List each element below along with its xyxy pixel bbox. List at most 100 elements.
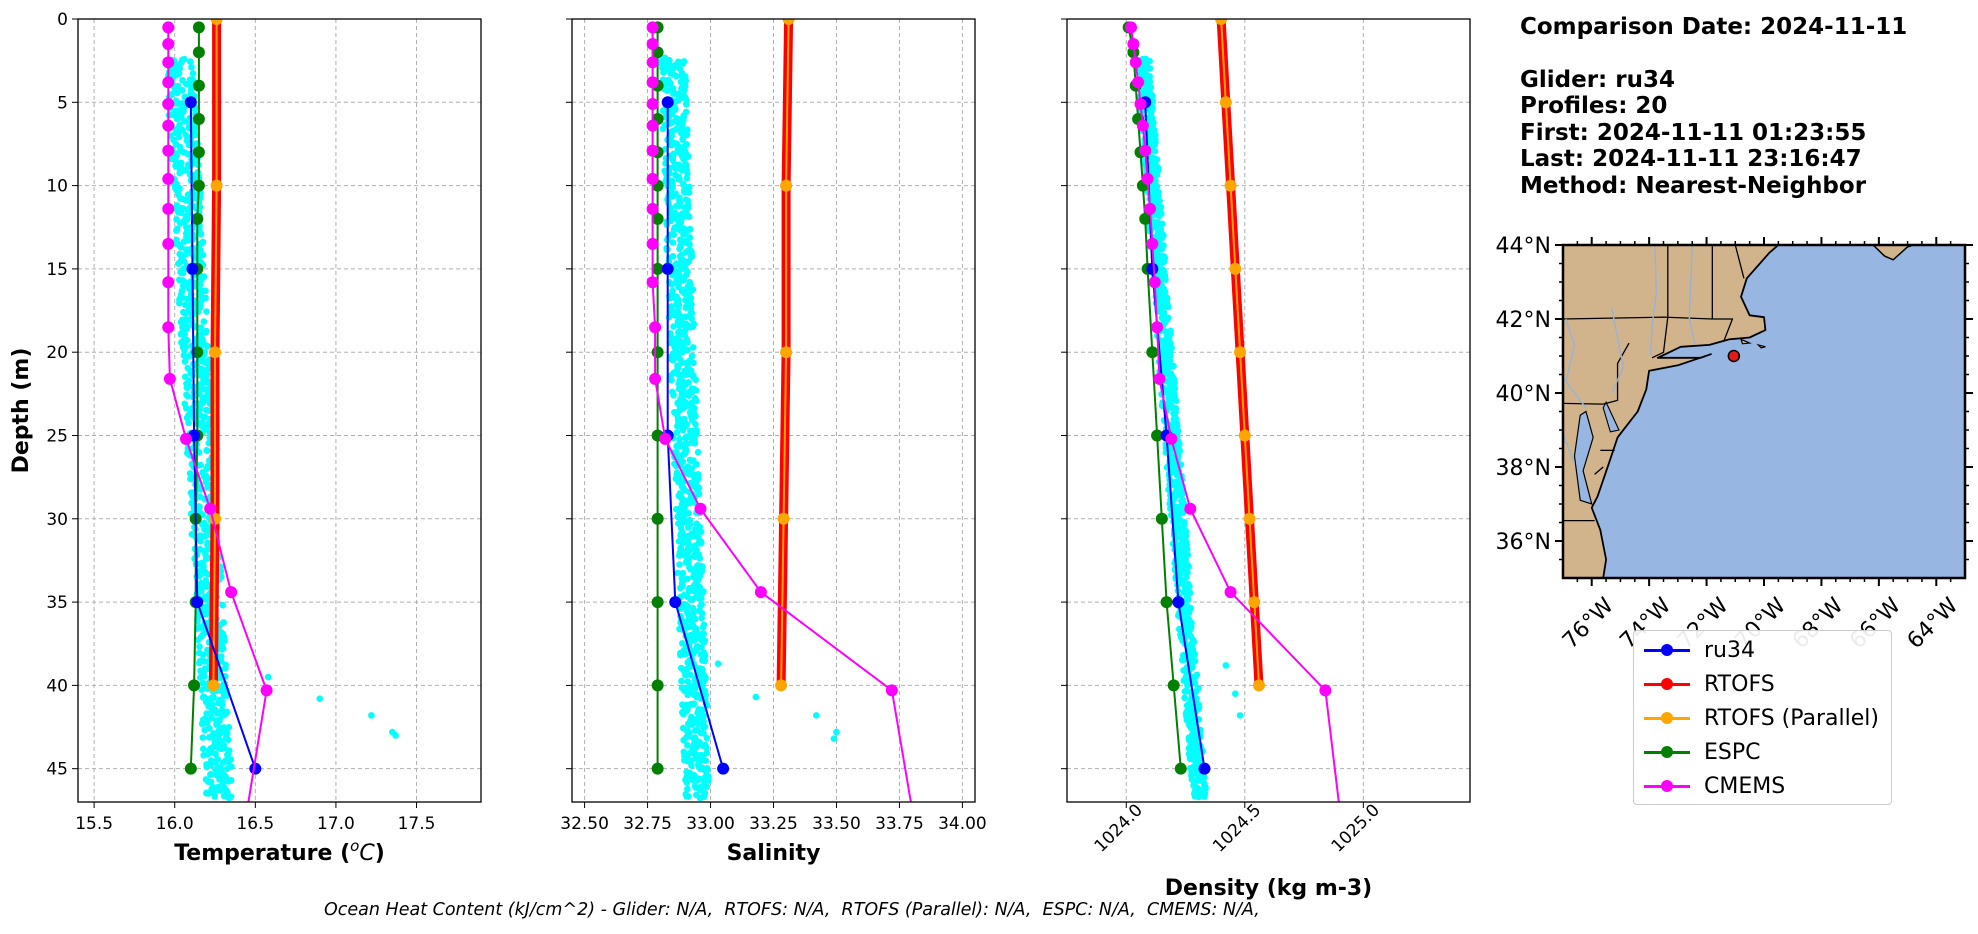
legend-label: ESPC (1704, 739, 1761, 765)
x-tick-label: 17.5 (398, 814, 436, 834)
data-point (649, 372, 662, 385)
data-point (1184, 502, 1197, 515)
scatter-point (1184, 561, 1191, 569)
scatter-point (202, 551, 209, 558)
scatter-point (679, 60, 687, 67)
scatter-point (675, 520, 682, 527)
data-point (646, 56, 659, 69)
data-point (1143, 202, 1156, 215)
scatter-point (690, 545, 698, 553)
scatter-point (182, 309, 189, 317)
scatter-point (670, 231, 678, 239)
scatter-point (697, 751, 705, 759)
scatter-point (196, 532, 204, 539)
data-point (191, 212, 204, 225)
scatter-point (686, 456, 694, 464)
scatter-point (1185, 608, 1193, 616)
legend-entry-espc: ESPC (1642, 737, 1761, 767)
scatter-point (1152, 131, 1159, 139)
chesapeake-bay (1573, 410, 1594, 505)
scatter-point (1185, 700, 1193, 708)
data-point (210, 179, 223, 192)
scatter-point (679, 569, 687, 577)
scatter-point (183, 324, 191, 332)
scatter-point (695, 741, 702, 748)
scatter-point (1164, 364, 1171, 372)
data-point (1243, 512, 1256, 525)
legend-label: RTOFS (Parallel) (1704, 705, 1879, 731)
scatter-point (681, 230, 689, 238)
river (1611, 307, 1625, 394)
data-point (646, 276, 659, 289)
scatter-point (676, 252, 684, 260)
scatter-point (1169, 392, 1177, 400)
data-point (646, 144, 659, 157)
data-point (1134, 97, 1147, 110)
x-tick-label: 32.75 (623, 814, 672, 834)
scatter-point (677, 78, 685, 86)
x-axis: 32.50 32.75 33.00 33.25 33.50 33.75 34.00 (560, 802, 987, 834)
scatter-point (1193, 671, 1201, 679)
scatter-point (1167, 384, 1175, 392)
data-point (210, 19, 223, 25)
scatter-point (1161, 271, 1169, 279)
scatter-point (1142, 55, 1150, 63)
data-point (225, 586, 238, 599)
scatter-point (1222, 662, 1230, 669)
scatter-point (678, 391, 686, 398)
scatter-point (1188, 769, 1195, 777)
x-tick-label: 33.50 (812, 814, 861, 834)
scatter-point (697, 538, 705, 545)
scatter-point (684, 792, 691, 800)
data-point (1155, 512, 1168, 525)
scatter-point (687, 566, 695, 573)
series-cmems (162, 21, 273, 802)
scatter-point (691, 588, 698, 595)
data-point (1151, 321, 1164, 334)
data-point (1198, 762, 1211, 775)
data-point (754, 586, 767, 599)
scatter-point (690, 320, 698, 328)
scatter-point (714, 660, 722, 668)
scatter-point (683, 166, 690, 174)
glider-location-marker (1727, 349, 1741, 363)
scatter-point (207, 778, 215, 786)
scatter-point (183, 295, 191, 303)
scatter-point (1156, 197, 1163, 204)
scatter-point (682, 434, 689, 442)
scatter-point (684, 470, 691, 477)
scatter-point (680, 404, 687, 412)
scatter-point (200, 318, 208, 325)
scatter-point (682, 398, 689, 406)
scatter-point (176, 299, 183, 307)
scatter-point (199, 679, 207, 687)
data-point (162, 119, 175, 132)
scatter-point (1176, 509, 1183, 517)
nantucket (1756, 343, 1766, 349)
scatter-point (674, 364, 682, 371)
scatter-point (1181, 688, 1189, 695)
scatter-point (695, 763, 703, 771)
scatter-point (1157, 259, 1165, 267)
scatter-point (201, 726, 209, 734)
scatter-point (688, 315, 695, 323)
scatter-point (1173, 426, 1180, 433)
scatter-point (179, 343, 187, 351)
x-axis: 1024.0 1024.5 1025.0 (1091, 800, 1384, 856)
y-tick-label: 25 (46, 426, 68, 446)
scatter-point (685, 189, 693, 196)
profile-count: Profiles: 20 (1520, 93, 1668, 119)
data-point (192, 79, 205, 92)
scatter-point (173, 89, 181, 97)
axes-frame (1066, 18, 1471, 803)
scatter-point (221, 784, 228, 792)
scatter-point (674, 308, 682, 316)
scatter-point (197, 324, 205, 332)
state-border (1734, 245, 1745, 279)
legend-label: CMEMS (1704, 773, 1786, 799)
scatter-point (691, 635, 698, 643)
scatter-point (680, 132, 687, 140)
data-point (782, 19, 795, 25)
axes-frame (77, 18, 482, 803)
scatter-point (662, 61, 670, 69)
